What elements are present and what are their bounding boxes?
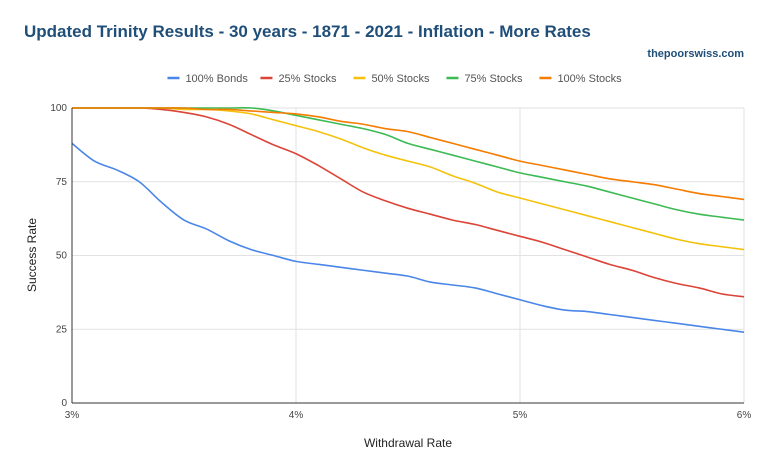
x-tick-label: 5% bbox=[513, 410, 528, 421]
legend-item-25-pct-stocks[interactable]: 25% Stocks bbox=[260, 73, 337, 85]
series-line-25-pct-stocks bbox=[71, 107, 745, 298]
x-tick-label: 6% bbox=[737, 410, 752, 421]
x-tick-label: 3% bbox=[65, 410, 80, 421]
y-axis-title: Success Rate bbox=[25, 218, 39, 292]
y-tick-label: 25 bbox=[56, 324, 68, 335]
y-tick-label: 50 bbox=[56, 251, 68, 262]
series-line-50-pct-stocks bbox=[71, 107, 745, 251]
legend-label: 100% Bonds bbox=[185, 73, 248, 85]
series-line-100-pct-bonds bbox=[71, 142, 745, 333]
series-line-100-pct-stocks bbox=[71, 107, 745, 201]
y-tick-label: 75 bbox=[56, 177, 68, 188]
legend-label: 50% Stocks bbox=[371, 73, 430, 85]
legend-label: 25% Stocks bbox=[278, 73, 337, 85]
legend-label: 75% Stocks bbox=[464, 73, 523, 85]
grid bbox=[72, 107, 745, 403]
legend-item-50-pct-stocks[interactable]: 50% Stocks bbox=[353, 73, 430, 85]
series-line-75-pct-stocks bbox=[71, 106, 745, 221]
y-tick-label: 0 bbox=[61, 398, 67, 409]
legend: 100% Bonds 25% Stocks 50% Stocks 75% Stocks… bbox=[167, 73, 622, 85]
legend-item-100-pct-stocks[interactable]: 100% Stocks bbox=[539, 73, 622, 85]
x-axis-title: Withdrawal Rate bbox=[364, 436, 452, 450]
y-tick-label: 100 bbox=[50, 103, 67, 114]
legend-item-75-pct-stocks[interactable]: 75% Stocks bbox=[446, 73, 523, 85]
series-lines bbox=[71, 106, 745, 333]
legend-item-100-pct-bonds[interactable]: 100% Bonds bbox=[167, 73, 248, 85]
legend-label: 100% Stocks bbox=[557, 73, 622, 85]
source-label: thepoorswiss.com bbox=[647, 48, 744, 60]
axes: 0 25 50 75 100 3% 4% 5% 6% bbox=[50, 103, 751, 421]
x-tick-label: 4% bbox=[289, 410, 304, 421]
chart-title: Updated Trinity Results - 30 years - 187… bbox=[24, 22, 591, 41]
